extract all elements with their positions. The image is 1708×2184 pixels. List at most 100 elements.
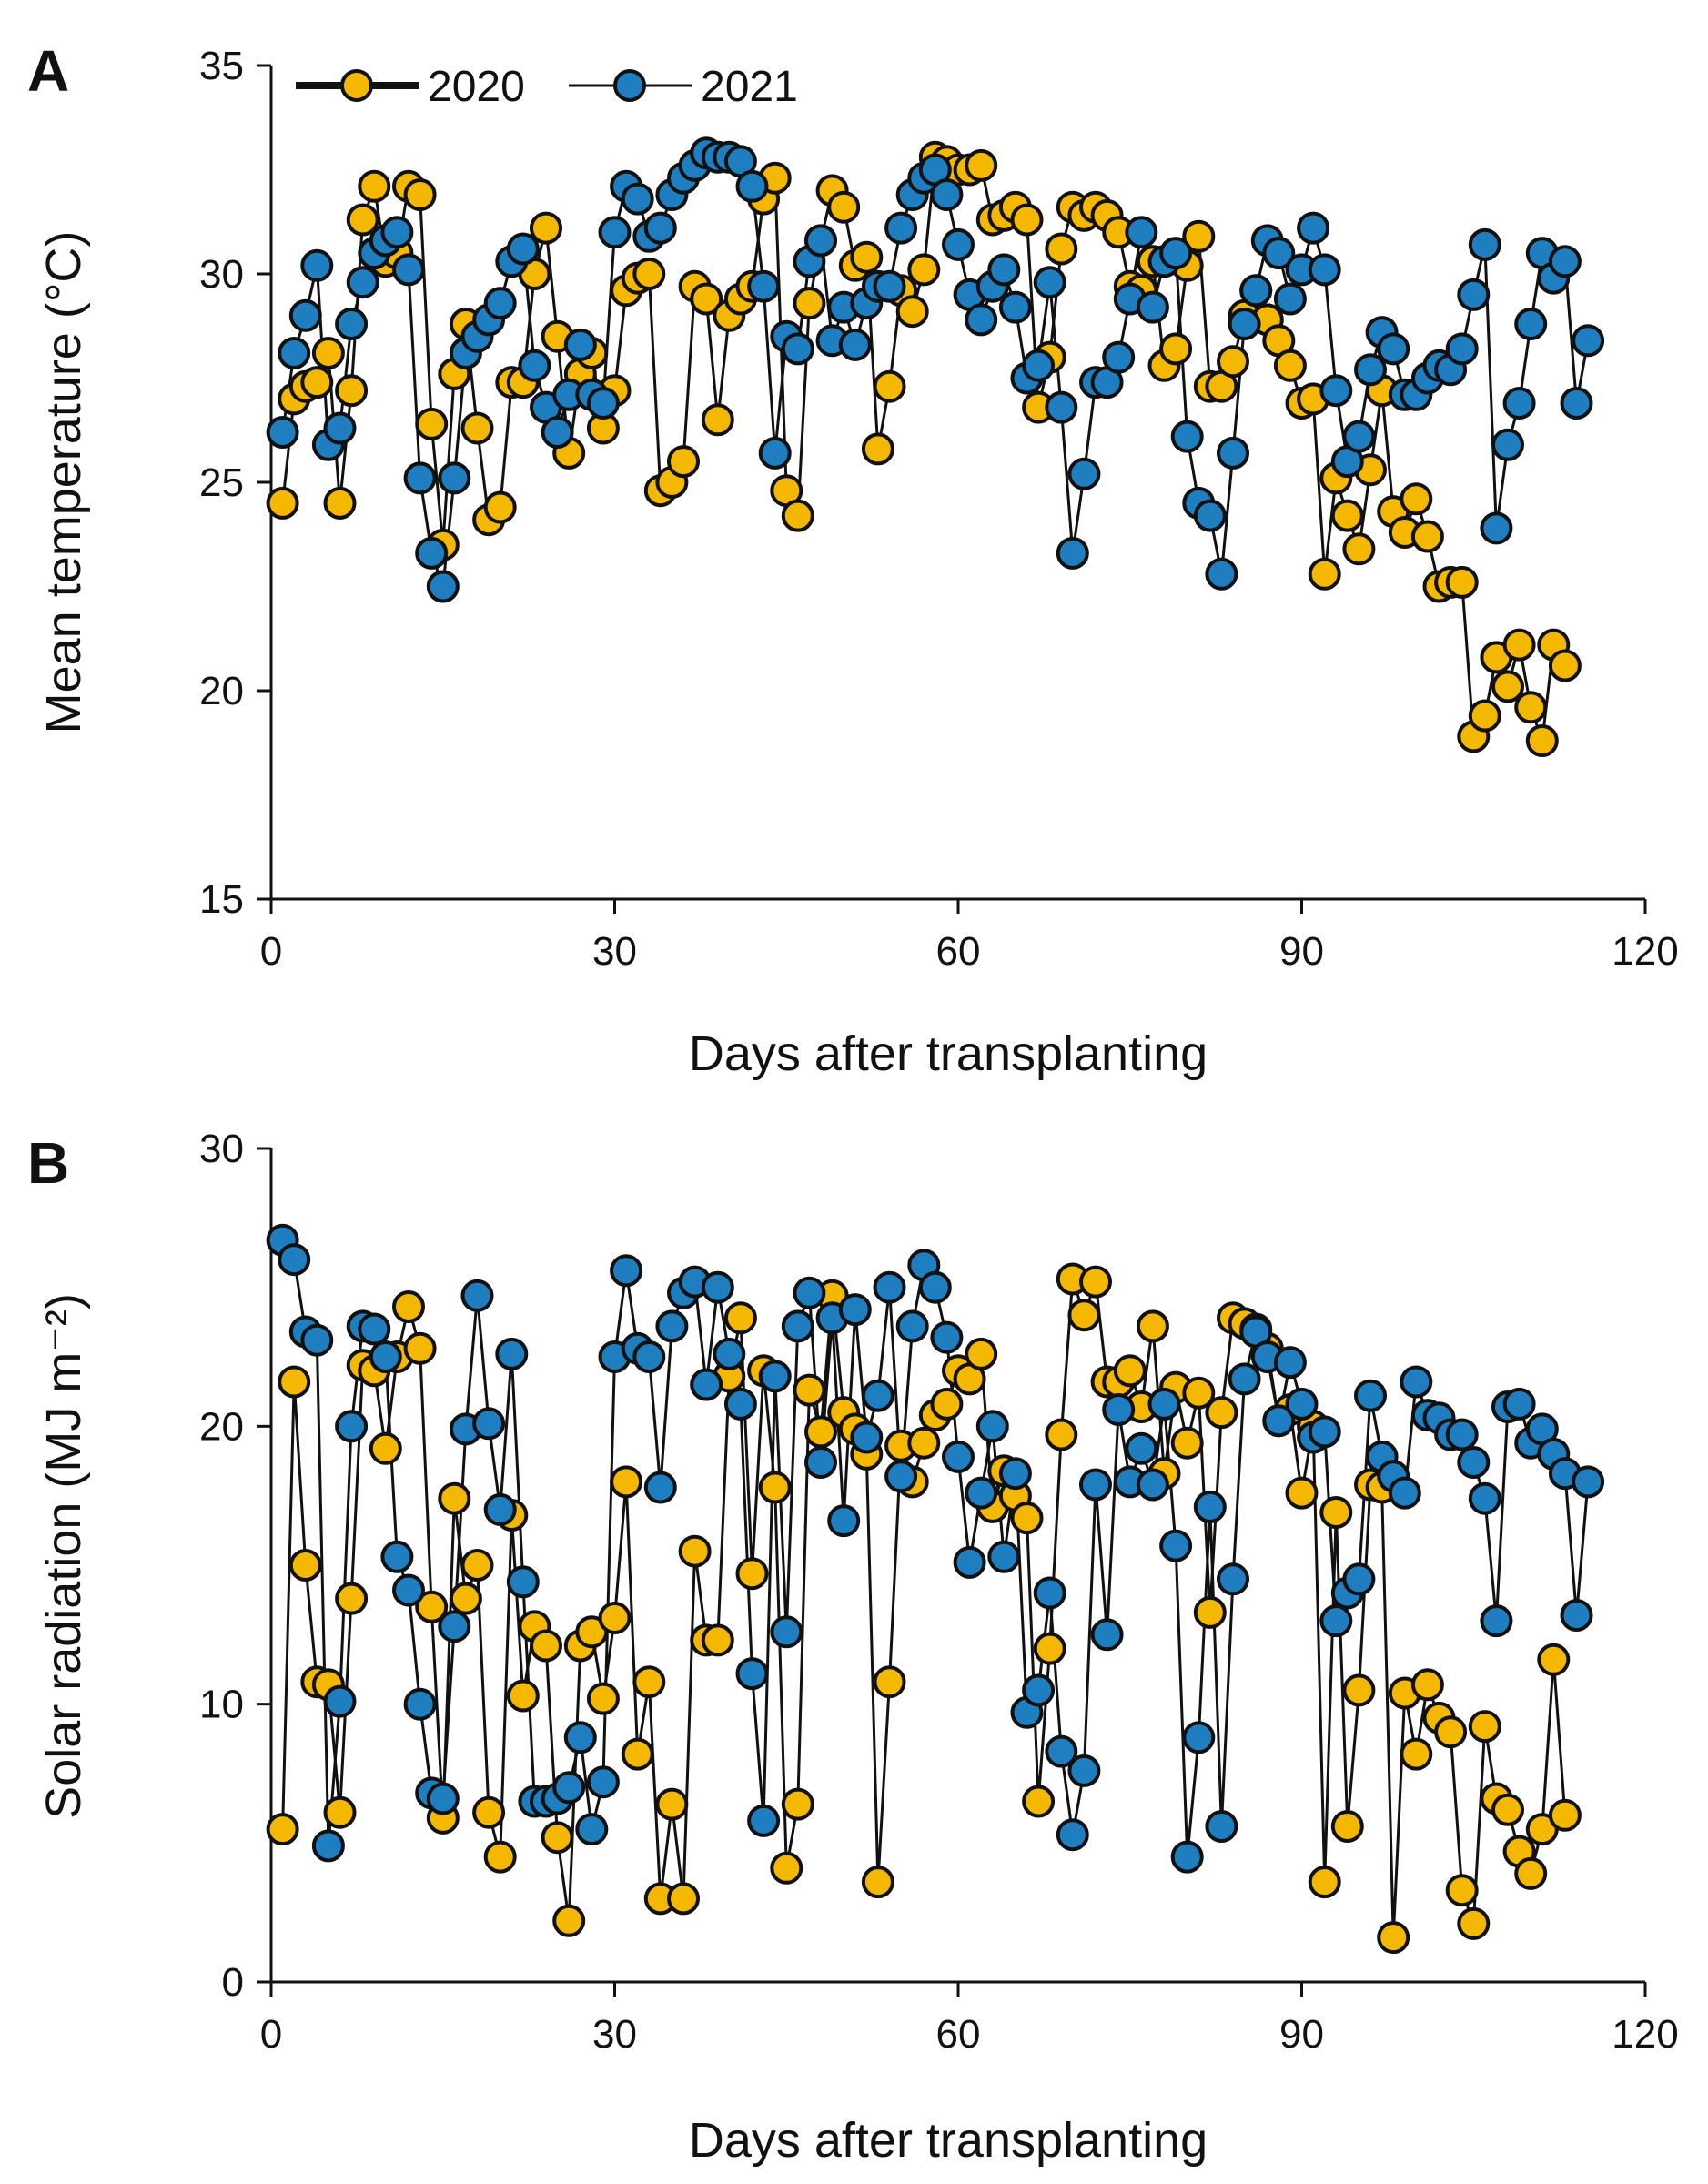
panel-b-point-2020 xyxy=(667,1882,700,1916)
panel-b-point-2020 xyxy=(288,1549,322,1582)
panel-a-point-2021 xyxy=(1468,228,1501,261)
panel-b-point-2021 xyxy=(495,1337,529,1370)
legend-label-2021: 2021 xyxy=(701,63,798,111)
panel-a-point-2020 xyxy=(632,258,666,290)
panel-b-point-2020 xyxy=(1491,1793,1524,1826)
panel-b-point-2021 xyxy=(1388,1476,1421,1510)
panel-b-point-2021 xyxy=(1457,1446,1491,1479)
panel-b-point-2020 xyxy=(655,1787,689,1821)
panel-a-label: A xyxy=(27,38,69,104)
panel-a-point-2021 xyxy=(1205,557,1238,591)
panel-a-y-tick-label: 20 xyxy=(199,669,244,713)
panel-a-point-2020 xyxy=(965,148,998,182)
panel-a-point-2020 xyxy=(1342,532,1376,566)
panel-a-point-2021 xyxy=(838,328,872,361)
panel-a-point-2020 xyxy=(827,190,861,224)
panel-a-point-2020 xyxy=(1045,232,1078,266)
panel-a-point-2021 xyxy=(1491,428,1524,461)
panel-b-point-2021 xyxy=(1182,1721,1216,1754)
panel-a-point-2021 xyxy=(1262,237,1296,270)
panel-a-point-2020 xyxy=(266,486,299,520)
panel-b-point-2021 xyxy=(1502,1387,1536,1421)
panel-a-point-2020 xyxy=(850,240,884,274)
panel-b-point-2021 xyxy=(1022,1673,1056,1707)
panel-a-point-2020 xyxy=(895,295,929,329)
panel-b-point-2020 xyxy=(415,1590,449,1623)
panel-b-point-2021 xyxy=(483,1492,517,1526)
panel-b-point-2020 xyxy=(403,1331,437,1365)
panel-b-point-2020 xyxy=(1410,1668,1444,1702)
panel-a-point-2021 xyxy=(1193,499,1227,532)
panel-a-point-2020 xyxy=(1410,520,1444,553)
panel-b-point-2020 xyxy=(1308,1866,1341,1899)
panel-b-point-2021 xyxy=(975,1410,1009,1443)
panel-a-point-2021 xyxy=(415,536,449,570)
panel-a-point-2021 xyxy=(1308,253,1341,287)
panel-a-point-2021 xyxy=(438,461,471,495)
panel-a-point-2021 xyxy=(884,211,918,245)
panel-a-point-2021 xyxy=(1102,340,1136,374)
panel-b-point-2020 xyxy=(1136,1309,1169,1343)
panel-a-point-2020 xyxy=(1182,219,1216,253)
panel-a-point-2021 xyxy=(1056,536,1089,570)
panel-b-point-2020 xyxy=(530,1629,562,1663)
panel-a-point-2020 xyxy=(1445,565,1479,599)
panel-b-point-2021 xyxy=(460,1279,494,1312)
panel-a-point-2020 xyxy=(690,282,723,316)
panel-a-point-2021 xyxy=(1170,420,1204,453)
panel-b-point-2021 xyxy=(758,1360,792,1393)
panel-b-point-2021 xyxy=(506,1565,540,1599)
panel-b-point-2021 xyxy=(1445,1418,1479,1451)
panel-b-point-2020 xyxy=(449,1582,482,1615)
panel-b-point-2021 xyxy=(1045,1734,1078,1768)
panel-a-point-2021 xyxy=(1067,457,1101,490)
panel-b-point-2020 xyxy=(793,1373,826,1407)
panel-b-point-2020 xyxy=(1457,1906,1491,1940)
panel-a-point-2021 xyxy=(1217,436,1249,470)
panel-b-point-2021 xyxy=(380,1540,414,1573)
panel-b-point-2020 xyxy=(438,1481,471,1515)
panel-a-point-2020 xyxy=(460,411,494,445)
panel-a-point-2020 xyxy=(323,486,357,520)
panel-b-point-2021 xyxy=(586,1765,620,1799)
panel-b-label: B xyxy=(27,1130,69,1196)
panel-b-point-2021 xyxy=(965,1476,998,1510)
panel-b-point-2020 xyxy=(965,1337,998,1370)
panel-b-point-2020 xyxy=(586,1682,620,1715)
panel-b-y-tick-label: 20 xyxy=(199,1404,244,1449)
panel-b-point-2021 xyxy=(1159,1529,1193,1562)
panel-a-point-2021 xyxy=(1354,353,1387,387)
panel-b-point-2020 xyxy=(541,1821,574,1855)
panel-a-point-2021 xyxy=(300,248,334,282)
panel-a-series xyxy=(266,136,1605,757)
panel-a-point-2021 xyxy=(288,298,322,332)
panel-a-point-2020 xyxy=(311,337,345,369)
panel-b-point-2020 xyxy=(552,1904,586,1937)
panel-b-point-2021 xyxy=(770,1615,803,1649)
panel-b-point-2020 xyxy=(1377,1921,1410,1955)
panel-b-point-2020 xyxy=(1010,1502,1044,1535)
panel-a-point-2021 xyxy=(392,253,425,287)
panel-b-point-2021 xyxy=(827,1504,861,1538)
panel-a-point-2020 xyxy=(1491,670,1524,703)
panel-a-point-2020 xyxy=(701,403,734,437)
panel-b-axes: 0 10 20 30 0 30 60 90 120 xyxy=(199,1127,1679,2057)
panel-a-point-2021 xyxy=(1273,282,1307,316)
panel-a-temperature-chart: A 15 20 25 30 35 0 30 60 90 120 Days after transp… xyxy=(27,38,1679,1081)
panel-b-point-2020 xyxy=(1170,1426,1204,1460)
panel-b-point-2020 xyxy=(907,1426,941,1460)
panel-b-point-2021 xyxy=(278,1243,311,1277)
panel-b-x-tick-label: 120 xyxy=(1612,2012,1678,2057)
panel-b-point-2020 xyxy=(1285,1476,1319,1510)
panel-b-point-2021 xyxy=(793,1276,826,1309)
panel-b-point-2020 xyxy=(472,1795,506,1829)
panel-b-x-axis-title: Days after transplanting xyxy=(689,2113,1208,2168)
panel-b-point-2020 xyxy=(278,1365,311,1399)
panel-b-y-tick-label: 0 xyxy=(222,1960,244,2005)
panel-b-y-axis-title: Solar radiation (MJ m⁻²) xyxy=(36,1293,91,1819)
panel-b-point-2021 xyxy=(392,1573,425,1607)
panel-b-x-tick-label: 90 xyxy=(1279,2012,1324,2057)
panel-a-point-2020 xyxy=(1525,724,1559,757)
panel-a-x-tick-label: 0 xyxy=(260,929,282,974)
panel-a-point-2021 xyxy=(598,216,632,249)
